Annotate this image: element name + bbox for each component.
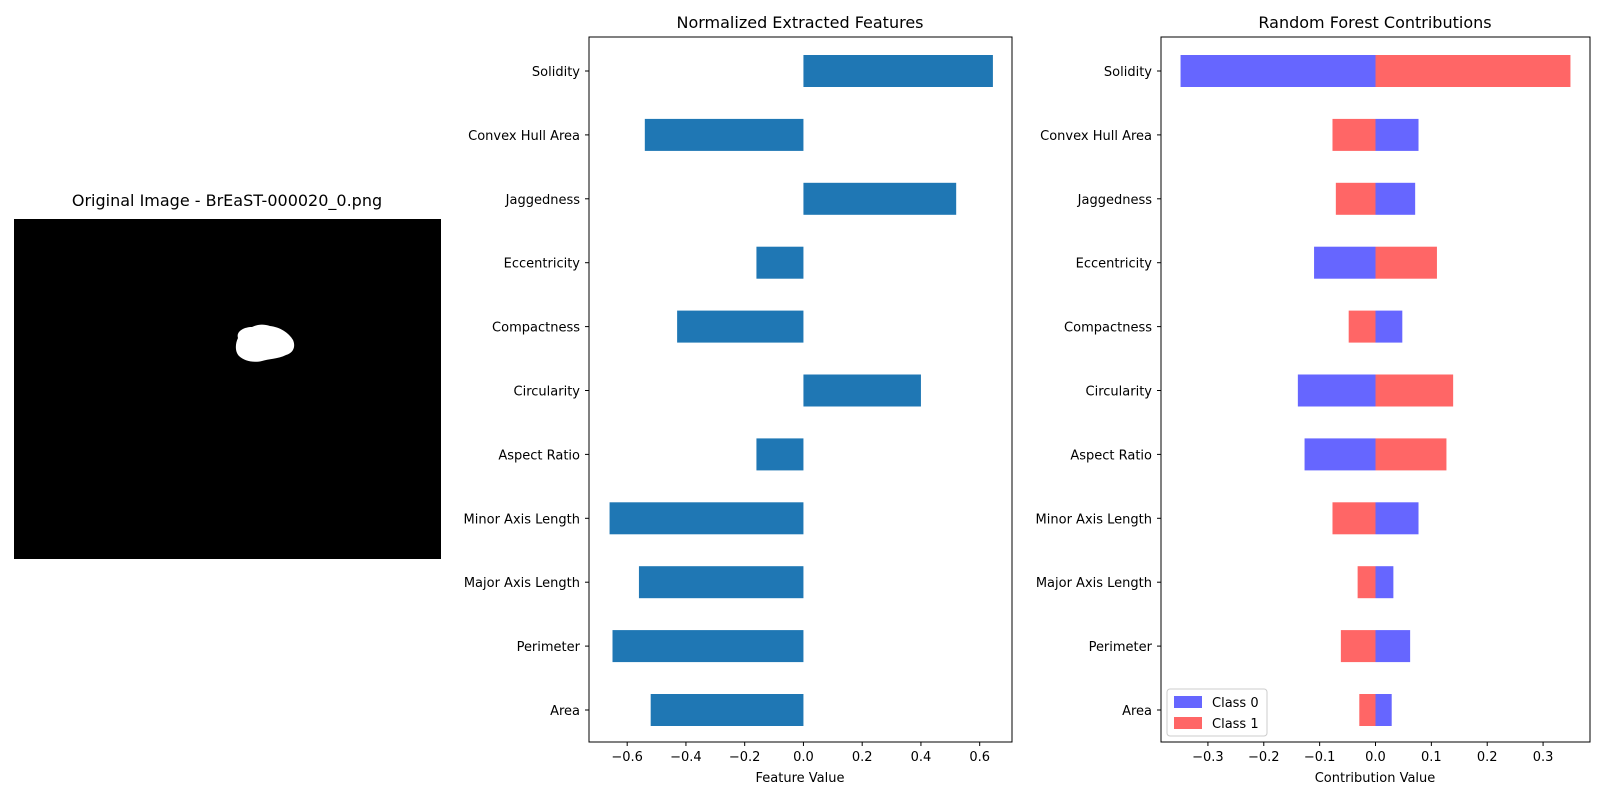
contributions-xtick-label: 0.1 xyxy=(1421,750,1442,765)
contributions-ytick-label-convex-hull-area: Convex Hull Area xyxy=(1040,129,1152,144)
features-xtick-label: 0.6 xyxy=(969,750,990,765)
contributions-ytick-label-area: Area xyxy=(1122,704,1152,719)
contributions-xtick-label: −0.3 xyxy=(1192,750,1224,765)
contributions-ytick-label-perimeter: Perimeter xyxy=(1089,640,1153,655)
contributions-chart: Random Forest Contributions Area Perimete… xyxy=(1036,13,1591,786)
contributions-ytick-label-solidity: Solidity xyxy=(1104,65,1152,80)
features-axes-frame xyxy=(588,36,1013,743)
features-ytick-label-jaggedness: Jaggedness xyxy=(505,193,581,208)
feature-bar-solidity xyxy=(803,55,993,87)
feature-bar-minor-axis-length xyxy=(609,502,804,535)
contributions-ytick-label-minor-axis-length: Minor Axis Length xyxy=(1036,512,1152,527)
feature-bar-circularity xyxy=(803,374,921,407)
contributions-ytick-label-eccentricity: Eccentricity xyxy=(1076,257,1153,272)
contributions-ytick-label-major-axis-length: Major Axis Length xyxy=(1036,576,1152,591)
features-x-axis-label: Feature Value xyxy=(756,771,845,786)
features-ytick-label-convex-hull-area: Convex Hull Area xyxy=(468,129,580,144)
contributions-chart-title: Random Forest Contributions xyxy=(1258,13,1491,32)
contribution-bar-class-1-major-axis-length xyxy=(1357,566,1376,599)
contribution-bar-class-1-aspect-ratio xyxy=(1375,438,1447,471)
contribution-bar-class-1-convex-hull-area xyxy=(1332,118,1376,151)
features-ytick-label-major-axis-length: Major Axis Length xyxy=(464,576,580,591)
contribution-bar-class-1-minor-axis-length xyxy=(1332,502,1376,535)
contribution-bar-class-1-compactness xyxy=(1348,310,1376,343)
contribution-bar-class-0-convex-hull-area xyxy=(1375,118,1419,151)
contribution-bar-class-1-area xyxy=(1359,694,1376,726)
contribution-bar-class-0-aspect-ratio xyxy=(1304,438,1376,471)
contributions-xtick-label: −0.1 xyxy=(1304,750,1336,765)
contributions-ytick-label-compactness: Compactness xyxy=(1064,321,1152,336)
contribution-bar-class-0-circularity xyxy=(1297,374,1376,407)
feature-bar-eccentricity xyxy=(756,246,804,279)
contributions-ytick-label-jaggedness: Jaggedness xyxy=(1077,193,1153,208)
contribution-bar-class-1-perimeter xyxy=(1340,630,1376,663)
features-ytick-label-compactness: Compactness xyxy=(492,321,580,336)
image-title: Original Image - BrEaST-000020_0.png xyxy=(72,191,382,211)
features-ytick-label-area: Area xyxy=(550,704,580,719)
feature-bar-convex-hull-area xyxy=(644,118,804,151)
features-ytick-label-solidity: Solidity xyxy=(532,65,580,80)
features-ytick-label-perimeter: Perimeter xyxy=(517,640,581,655)
contribution-bar-class-0-solidity xyxy=(1180,55,1376,87)
contribution-bar-class-0-major-axis-length xyxy=(1375,566,1394,599)
lesion-blob xyxy=(235,324,295,362)
contributions-x-axis-label: Contribution Value xyxy=(1315,771,1436,786)
contribution-bar-class-0-perimeter xyxy=(1375,630,1411,663)
contributions-xtick-label: 0.2 xyxy=(1477,750,1498,765)
legend: Class 0 Class 1 xyxy=(1166,688,1268,737)
feature-bar-perimeter xyxy=(612,630,804,663)
feature-bar-area xyxy=(650,694,804,726)
contributions-xtick-label: −0.2 xyxy=(1248,750,1280,765)
features-xtick-label: −0.2 xyxy=(729,750,761,765)
feature-bar-aspect-ratio xyxy=(756,438,804,471)
contribution-bar-class-1-jaggedness xyxy=(1335,182,1376,215)
features-ytick-label-minor-axis-length: Minor Axis Length xyxy=(464,512,580,527)
original-image-panel: Original Image - BrEaST-000020_0.png xyxy=(14,191,441,559)
contributions-ytick-label-circularity: Circularity xyxy=(1086,385,1153,400)
contribution-bar-class-1-eccentricity xyxy=(1375,246,1437,279)
features-xtick-label: −0.6 xyxy=(611,750,643,765)
feature-bar-major-axis-length xyxy=(638,566,804,599)
legend-label-class-0: Class 0 xyxy=(1212,696,1259,711)
contribution-bar-class-1-solidity xyxy=(1375,55,1571,87)
legend-swatch-class-0 xyxy=(1174,696,1202,708)
contribution-bar-class-0-eccentricity xyxy=(1314,246,1376,279)
contributions-axes-frame xyxy=(1160,36,1591,743)
feature-bar-compactness xyxy=(677,310,804,343)
features-xtick-label: 0.2 xyxy=(852,750,873,765)
legend-label-class-1: Class 1 xyxy=(1212,717,1259,732)
contributions-ytick-label-aspect-ratio: Aspect Ratio xyxy=(1070,448,1152,463)
contribution-bar-class-0-minor-axis-length xyxy=(1375,502,1419,535)
contributions-xtick-label: 0.0 xyxy=(1365,750,1386,765)
features-xtick-label: 0.0 xyxy=(793,750,814,765)
contribution-bar-class-0-jaggedness xyxy=(1375,182,1416,215)
features-ytick-label-circularity: Circularity xyxy=(514,385,581,400)
features-chart: Normalized Extracted Features Area Perime… xyxy=(464,13,1013,786)
features-xtick-label: 0.4 xyxy=(911,750,932,765)
contribution-bar-class-0-compactness xyxy=(1375,310,1403,343)
contribution-bar-class-1-circularity xyxy=(1375,374,1454,407)
features-ytick-label-aspect-ratio: Aspect Ratio xyxy=(498,448,580,463)
legend-swatch-class-1 xyxy=(1174,717,1202,729)
mask-image-background xyxy=(14,219,441,559)
features-xtick-label: −0.4 xyxy=(670,750,702,765)
contributions-xtick-label: 0.3 xyxy=(1533,750,1554,765)
contribution-bar-class-0-area xyxy=(1375,694,1392,726)
feature-bar-jaggedness xyxy=(803,182,957,215)
features-chart-title: Normalized Extracted Features xyxy=(676,13,923,32)
features-ytick-label-eccentricity: Eccentricity xyxy=(504,257,581,272)
